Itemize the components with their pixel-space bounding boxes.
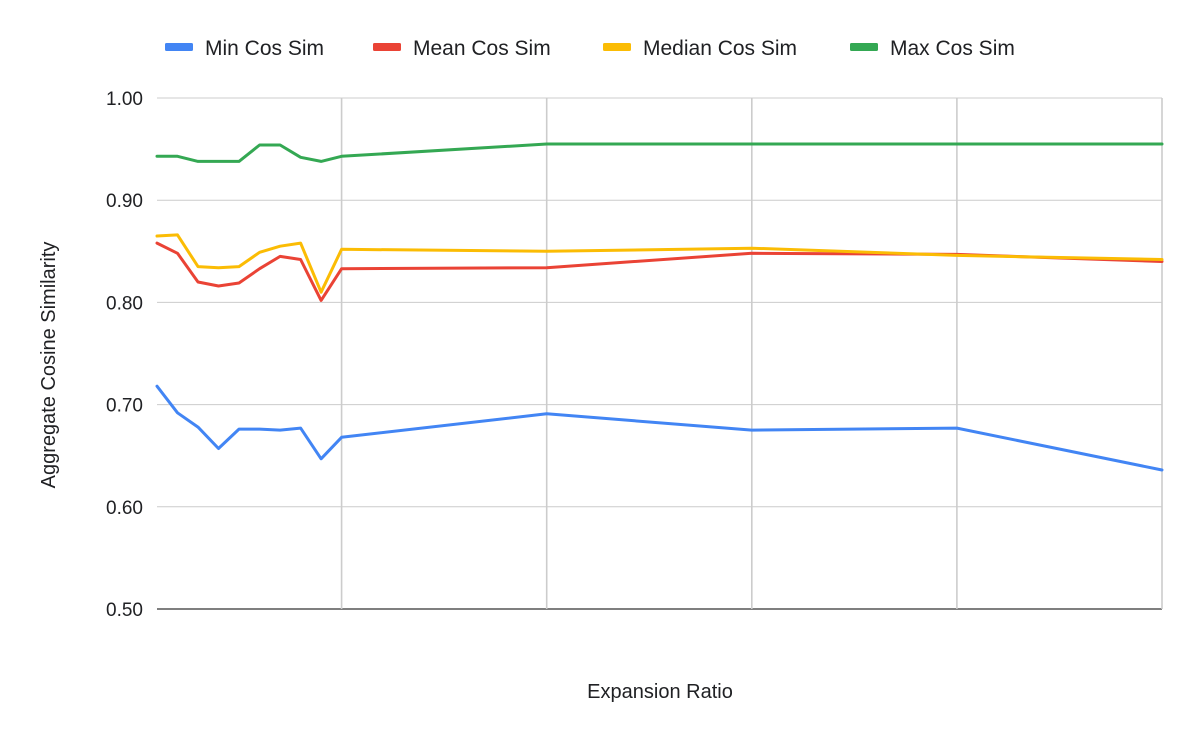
legend-item-max-cos-sim[interactable]: Max Cos Sim — [850, 37, 1015, 60]
series-line-median-cos-sim[interactable] — [155, 233, 1164, 294]
legend-label: Min Cos Sim — [205, 37, 324, 60]
series-line-mean-cos-sim[interactable] — [155, 241, 1164, 302]
legend-item-min-cos-sim[interactable]: Min Cos Sim — [165, 37, 324, 60]
y-tick-label: 0.70 — [106, 396, 143, 417]
series-line-max-cos-sim[interactable] — [155, 142, 1164, 163]
y-tick-label: 0.80 — [106, 293, 143, 314]
y-tick-label: 0.60 — [106, 498, 143, 519]
y-tick-label: 0.90 — [106, 191, 143, 212]
legend-item-mean-cos-sim[interactable]: Mean Cos Sim — [373, 37, 551, 60]
x-axis-title: Expansion Ratio — [587, 681, 733, 703]
legend-label: Mean Cos Sim — [413, 37, 551, 60]
y-tick-label: 0.50 — [106, 600, 143, 621]
axis-layer: 0.50 0.60 0.70 0.80 0.90 1.00 — [106, 89, 143, 621]
y-tick-label: 1.00 — [106, 89, 143, 110]
legend-label: Median Cos Sim — [643, 37, 797, 60]
grid-layer — [157, 97, 1163, 610]
legend[interactable]: Min Cos Sim Mean Cos Sim Median Cos Sim Max… — [165, 37, 1015, 60]
legend-swatch — [373, 43, 401, 51]
legend-item-median-cos-sim[interactable]: Median Cos Sim — [603, 37, 797, 60]
legend-swatch — [603, 43, 631, 51]
legend-swatch — [165, 43, 193, 51]
series-line-min-cos-sim[interactable] — [155, 384, 1164, 472]
series-layer — [155, 142, 1164, 472]
legend-label: Max Cos Sim — [890, 37, 1015, 60]
y-axis-title: Aggregate Cosine Similarity — [38, 242, 60, 489]
legend-swatch — [850, 43, 878, 51]
